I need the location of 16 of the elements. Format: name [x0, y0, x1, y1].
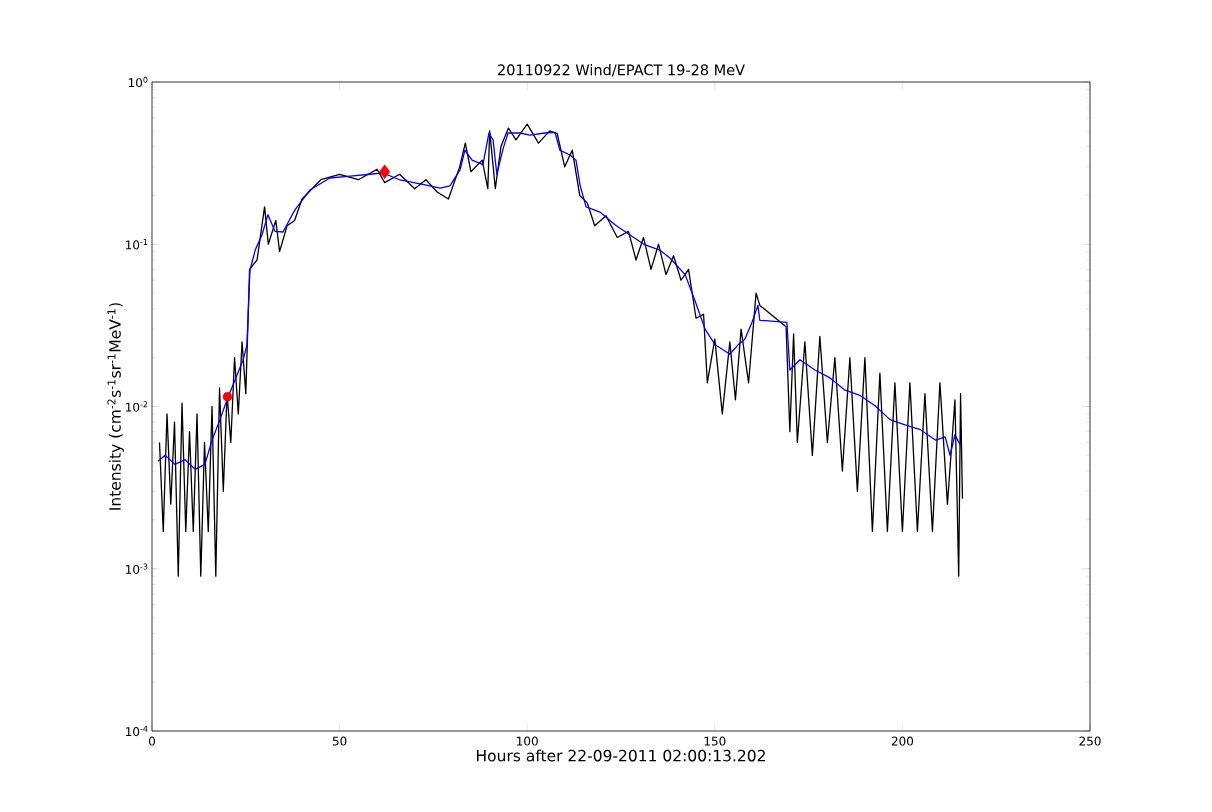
- chart-title: 20110922 Wind/EPACT 19-28 MeV: [498, 64, 745, 77]
- x-tick-label: 100: [517, 736, 538, 746]
- line-series: [158, 123, 964, 577]
- y-tick-label: 10$^{-4}$: [126, 725, 148, 737]
- x-tick-label: 50: [332, 736, 347, 746]
- line-series: [157, 131, 961, 470]
- y-tick-label: 10$^{-1}$: [126, 239, 148, 250]
- x-tick-label: 200: [891, 736, 914, 746]
- y-tick-label: 10$^{-2}$: [126, 401, 148, 412]
- x-axis-title: Hours after 22-09-2011 02:00:13.202: [477, 749, 765, 762]
- x-tick-label: 0: [148, 736, 156, 746]
- y-tick-label: 10$^{0}$: [128, 76, 148, 88]
- x-tick-label: 250: [1079, 736, 1101, 746]
- text: Intensity (cm$^{-2}$s$^{-1}$sr$^{-1}$MeV$^{-1}$): [107, 303, 124, 510]
- y-tick-label: 10$^{-3}$: [126, 563, 148, 574]
- x-tick-label: 150: [704, 736, 726, 746]
